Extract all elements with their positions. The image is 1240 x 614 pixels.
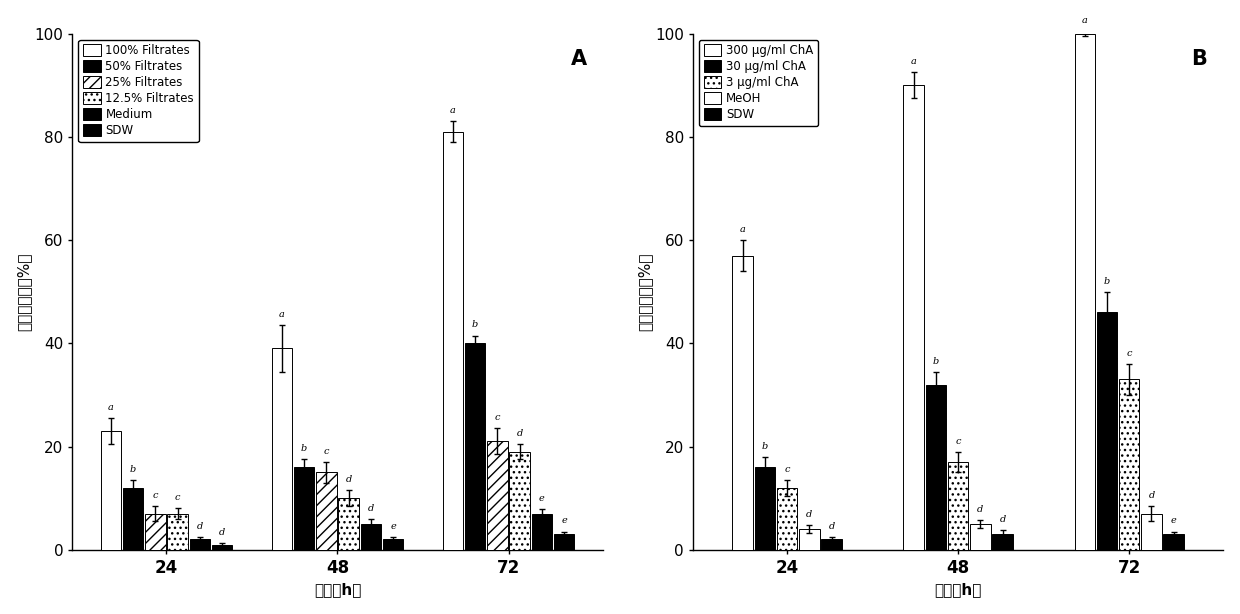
Text: b: b <box>1104 276 1110 286</box>
X-axis label: 时间（h）: 时间（h） <box>314 582 361 597</box>
Y-axis label: 校正死亡率（%）: 校正死亡率（%） <box>637 252 652 331</box>
Bar <box>272 349 293 550</box>
Text: c: c <box>956 437 961 446</box>
Bar <box>190 540 210 550</box>
Bar <box>755 467 775 550</box>
Text: b: b <box>472 321 479 329</box>
Text: b: b <box>932 357 939 365</box>
Text: A: A <box>570 49 587 69</box>
Text: d: d <box>806 510 812 519</box>
Text: e: e <box>1171 516 1177 526</box>
Bar <box>1097 313 1117 550</box>
Bar <box>733 255 753 550</box>
Text: b: b <box>301 445 308 453</box>
Bar <box>145 514 166 550</box>
Text: c: c <box>175 493 180 502</box>
Text: c: c <box>324 447 329 456</box>
Bar <box>821 540 842 550</box>
Bar <box>532 514 552 550</box>
Text: c: c <box>153 491 157 500</box>
Bar <box>1075 34 1095 550</box>
Bar <box>443 132 464 550</box>
Legend: 300 μg/ml ChA, 30 μg/ml ChA, 3 μg/ml ChA, MeOH, SDW: 300 μg/ml ChA, 30 μg/ml ChA, 3 μg/ml ChA… <box>699 40 818 126</box>
Text: a: a <box>740 225 745 234</box>
Bar <box>1118 379 1140 550</box>
Bar <box>1163 534 1184 550</box>
Bar <box>339 498 358 550</box>
X-axis label: 时间（h）: 时间（h） <box>935 582 982 597</box>
Text: d: d <box>346 475 352 484</box>
Text: d: d <box>517 429 523 438</box>
Text: B: B <box>1192 49 1208 69</box>
Text: d: d <box>999 515 1006 524</box>
Bar <box>904 85 924 550</box>
Text: d: d <box>197 522 203 530</box>
Text: e: e <box>562 516 567 526</box>
Text: d: d <box>219 528 226 537</box>
Text: d: d <box>1148 491 1154 500</box>
Text: d: d <box>368 503 374 513</box>
Text: c: c <box>1126 349 1132 358</box>
Y-axis label: 校正死亡率（%）: 校正死亡率（%） <box>16 252 32 331</box>
Bar <box>510 452 529 550</box>
Bar <box>361 524 381 550</box>
Bar <box>554 534 574 550</box>
Text: b: b <box>761 441 768 451</box>
Bar <box>465 343 485 550</box>
Bar <box>799 529 820 550</box>
Bar <box>123 488 144 550</box>
Bar <box>383 540 403 550</box>
Text: e: e <box>539 494 544 503</box>
Bar <box>777 488 797 550</box>
Text: a: a <box>279 310 285 319</box>
Bar <box>970 524 991 550</box>
Text: c: c <box>495 413 500 422</box>
Text: a: a <box>1081 16 1087 25</box>
Bar <box>992 534 1013 550</box>
Bar <box>100 431 122 550</box>
Bar <box>1141 514 1162 550</box>
Text: c: c <box>785 465 790 474</box>
Bar <box>212 545 232 550</box>
Text: a: a <box>910 57 916 66</box>
Text: a: a <box>450 106 456 115</box>
Bar <box>487 441 507 550</box>
Bar <box>167 514 187 550</box>
Text: b: b <box>130 465 136 474</box>
Text: a: a <box>108 403 114 412</box>
Text: d: d <box>977 505 983 514</box>
Text: d: d <box>828 522 835 530</box>
Bar <box>947 462 968 550</box>
Text: e: e <box>391 522 396 530</box>
Bar <box>316 472 336 550</box>
Legend: 100% Filtrates, 50% Filtrates, 25% Filtrates, 12.5% Filtrates, Medium, SDW: 100% Filtrates, 50% Filtrates, 25% Filtr… <box>78 40 198 142</box>
Bar <box>294 467 315 550</box>
Bar <box>926 384 946 550</box>
